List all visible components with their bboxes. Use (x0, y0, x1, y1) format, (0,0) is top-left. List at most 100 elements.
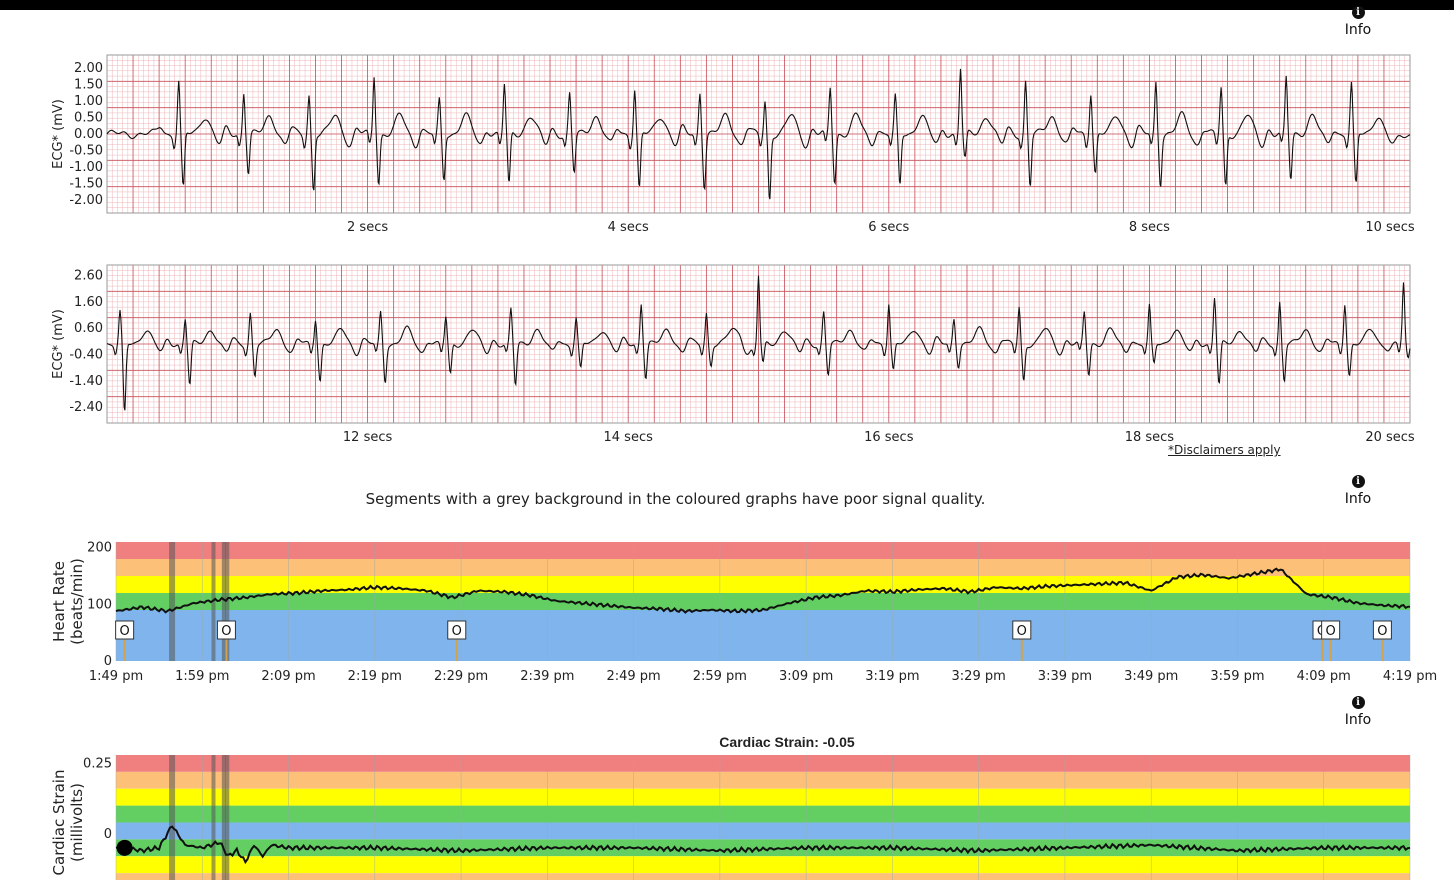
marker-label: O (120, 624, 130, 639)
y-tick-label: 0 (104, 654, 112, 669)
y-tick-label: -2.00 (69, 193, 103, 208)
y-tick-label: -0.50 (69, 143, 103, 158)
marker-label: O (1326, 624, 1336, 639)
y-tick-label: 1.60 (74, 295, 103, 310)
marker-label: O (1377, 624, 1387, 639)
y-tick-label: -2.40 (69, 400, 103, 415)
top-bar (0, 0, 1454, 10)
x-tick-label: 3:29 pm (952, 669, 1006, 684)
x-tick-label: 4:09 pm (1297, 669, 1351, 684)
x-tick-label: 3:59 pm (1210, 669, 1264, 684)
y-tick-label: -1.40 (69, 374, 103, 389)
info-label: Info (1344, 712, 1372, 728)
y-tick-label: 2.00 (74, 61, 103, 76)
marker-box (1372, 620, 1392, 640)
marker-box (1012, 620, 1032, 640)
zone-band (116, 856, 1410, 874)
info-icon: i (1351, 696, 1365, 709)
marker-box (447, 620, 467, 640)
cardiac-strain-title: Cardiac Strain: -0.05 (719, 734, 855, 750)
marker-label: O (221, 624, 231, 639)
x-tick-label: 3:09 pm (779, 669, 833, 684)
x-tick-label: 4:19 pm (1383, 669, 1437, 684)
ecg-trace (106, 275, 1411, 411)
y-axis-label: ECG* (mV) (51, 309, 66, 379)
marker-label: O (1017, 624, 1027, 639)
x-tick-label: 2:59 pm (693, 669, 747, 684)
info-label: Info (1344, 491, 1372, 507)
info-icon: i (1351, 6, 1365, 19)
y-tick-label: 1.00 (74, 94, 103, 109)
zone-band (116, 755, 1410, 772)
y-tick-label: 100 (87, 597, 112, 612)
marker-box (115, 620, 135, 640)
heart-rate-info-button[interactable]: i Info (1338, 475, 1378, 507)
signal-quality-notice: Segments with a grey background in the c… (365, 490, 986, 508)
x-tick-label: 3:39 pm (1038, 669, 1092, 684)
x-tick-label: 10 secs (1365, 220, 1415, 235)
zone-band (116, 542, 1410, 559)
cardiac-strain-chart: 0 0.25 Cardiac Strain (millivolts) (50, 755, 1411, 880)
poor-signal-band (225, 542, 230, 661)
strain-info-button[interactable]: i Info (1338, 696, 1378, 728)
x-tick-label: 1:59 pm (175, 669, 229, 684)
series-line (115, 567, 1411, 614)
y-tick-label: 0 (104, 827, 112, 842)
current-point (116, 839, 133, 856)
ecg-chart-2: 2.60 1.60 0.60 -0.40 -1.40 -2.40 12 secs 14 sec… (51, 264, 1415, 445)
info-icon: i (1351, 475, 1365, 488)
x-tick-label: 2:29 pm (434, 669, 488, 684)
x-tick-label: 2:09 pm (261, 669, 315, 684)
y-tick-label: 200 (87, 541, 112, 556)
series-line (115, 825, 1411, 865)
poor-signal-band (169, 755, 176, 880)
poor-signal-band (221, 542, 226, 661)
poor-signal-band (221, 755, 226, 880)
x-tick-label: 2:19 pm (348, 669, 402, 684)
x-tick-label: 4 secs (608, 220, 649, 235)
x-tick-label: 18 secs (1125, 430, 1175, 445)
x-tick-label: 3:49 pm (1124, 669, 1178, 684)
y-tick-label: 2.60 (74, 269, 103, 284)
y-tick-label: -1.00 (69, 160, 103, 175)
x-tick-label: 14 secs (604, 430, 654, 445)
poor-signal-band (225, 755, 230, 880)
x-tick-label: 12 secs (343, 430, 393, 445)
zone-band (116, 873, 1410, 880)
x-tick-label: 1:49 pm (89, 669, 143, 684)
y-axis-label: (beats/min) (68, 558, 86, 645)
x-tick-label: 20 secs (1365, 430, 1415, 445)
zone-band (116, 805, 1410, 823)
zone-band (116, 559, 1410, 576)
y-axis-label: (millivolts) (68, 783, 86, 862)
zone-band (116, 610, 1410, 661)
x-tick-label: 8 secs (1129, 220, 1170, 235)
x-tick-label: 16 secs (864, 430, 914, 445)
zone-band (116, 788, 1410, 806)
y-tick-label: -0.40 (69, 348, 103, 363)
disclaimers-link[interactable]: *Disclaimers apply (1168, 443, 1281, 457)
info-label: Info (1344, 22, 1372, 38)
y-axis-label: Heart Rate (50, 561, 68, 642)
ecg-info-button[interactable]: i Info (1338, 6, 1378, 38)
zone-band (116, 593, 1410, 610)
x-tick-label: 3:19 pm (865, 669, 919, 684)
poor-signal-band (169, 542, 176, 661)
marker-box (1321, 620, 1341, 640)
marker-label: O (452, 624, 462, 639)
y-axis-label: ECG* (mV) (51, 99, 66, 169)
ecg-chart-1: 2.00 1.501.00 0.500.00-0.50 -1.00-1.50 -2.00… (51, 54, 1415, 235)
y-tick-label: 1.50 (74, 78, 103, 93)
y-axis-label: Cardiac Strain (50, 770, 68, 876)
zone-band (116, 822, 1410, 840)
marker-box (216, 620, 236, 640)
zone-band (116, 771, 1410, 789)
x-tick-label: 2:49 pm (606, 669, 660, 684)
y-tick-label: -1.50 (69, 176, 103, 191)
y-tick-label: 0.50 (74, 111, 103, 126)
zone-band (116, 576, 1410, 593)
x-tick-label: 6 secs (868, 220, 909, 235)
y-tick-label: 0.60 (74, 321, 103, 336)
poor-signal-band (211, 755, 216, 880)
x-tick-label: 2 secs (347, 220, 388, 235)
